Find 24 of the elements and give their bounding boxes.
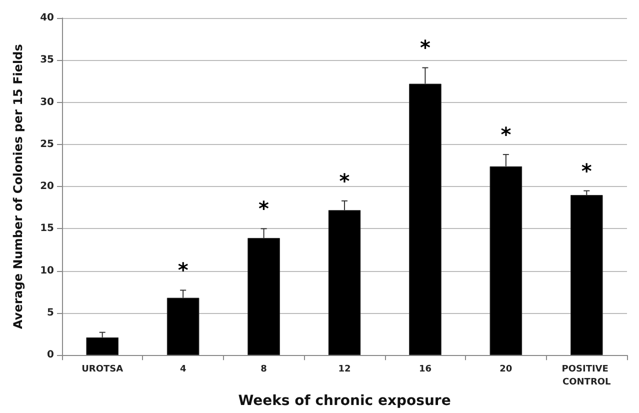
x-tick-label: 8: [260, 364, 267, 375]
data-label: *: [339, 168, 350, 193]
y-tick-label: 35: [40, 54, 54, 66]
y-tick-label: 20: [40, 181, 54, 192]
data-label: *: [581, 158, 592, 183]
data-label: *: [178, 258, 189, 282]
x-tick-label: POSITIVE CONTROL: [562, 364, 612, 388]
data-label: *: [500, 122, 512, 147]
data-label: *: [258, 196, 270, 221]
y-tick-label: 5: [47, 307, 54, 318]
y-tick-label: 0: [47, 350, 54, 361]
x-tick-label: 12: [338, 364, 351, 375]
data-label: *: [420, 36, 431, 60]
y-tick-label: 40: [40, 12, 54, 24]
y-tick-label: 30: [40, 96, 54, 108]
x-tick-label: 16: [418, 364, 432, 375]
x-axis-title: Weeks of chronic exposure: [238, 393, 451, 409]
x-tick-label: 20: [500, 364, 512, 375]
y-tick-label: 25: [40, 138, 54, 150]
y-tick-label: 10: [40, 265, 54, 276]
x-tick-label: UROTSA: [82, 364, 124, 375]
x-tick-label: 4: [180, 364, 186, 375]
y-tick-label: 15: [40, 223, 54, 234]
y-axis-title: Average Number of Colonies per 15 Fields: [11, 44, 25, 329]
